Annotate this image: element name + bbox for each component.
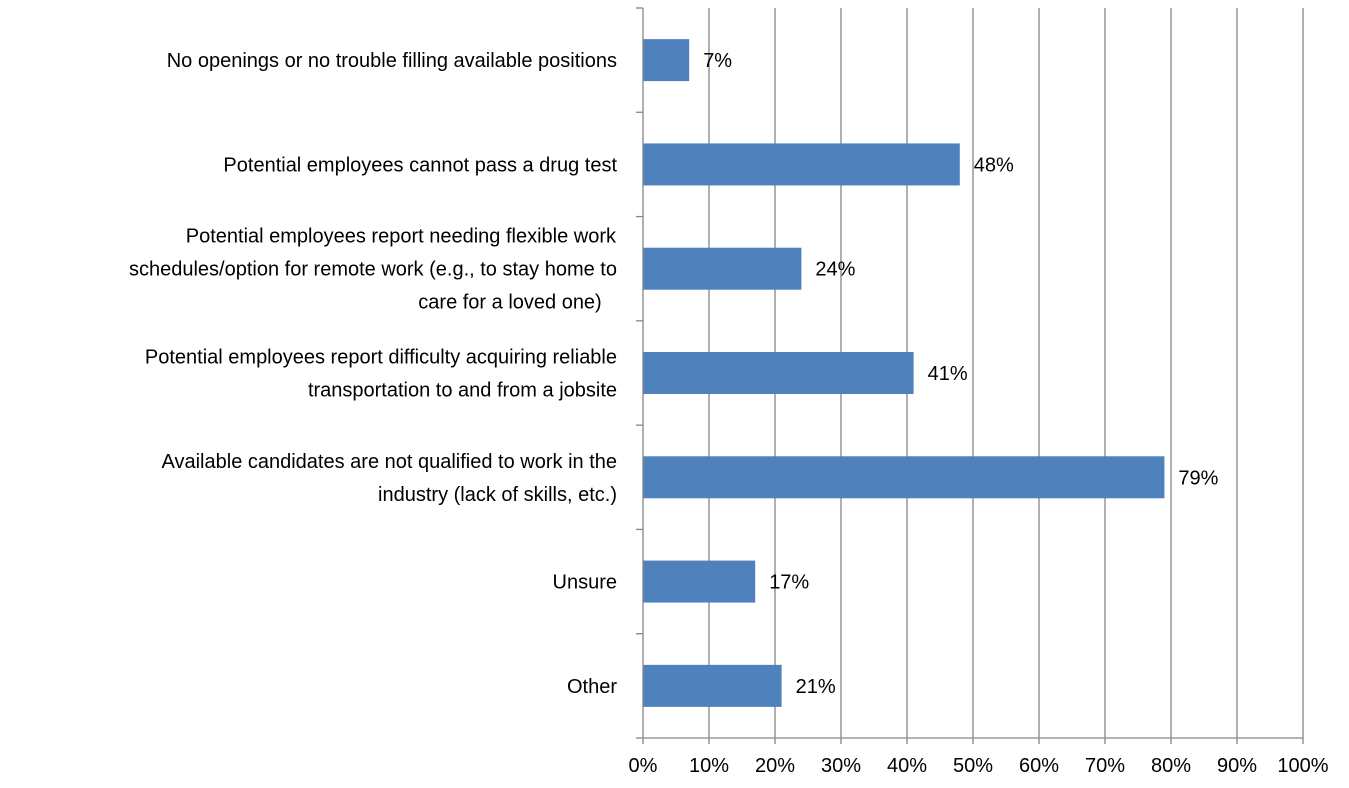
x-tick-label: 90% xyxy=(1217,755,1257,777)
bar xyxy=(643,39,690,82)
bar xyxy=(643,560,756,603)
bar xyxy=(643,143,960,186)
x-tick-label: 80% xyxy=(1151,755,1191,777)
labels: 0% 10% 20% 30% 40% 50% 60% 70% 80% 90% 100% 7% No op… xyxy=(129,50,1329,777)
category-label: Unsure xyxy=(553,572,617,594)
data-label: 17% xyxy=(769,572,809,594)
category-label: schedules/option for remote work (e.g., … xyxy=(129,259,617,281)
x-tick-label: 0% xyxy=(629,755,658,777)
x-tick-label: 10% xyxy=(689,755,729,777)
bar xyxy=(643,247,802,290)
category-label: transportation to and from a jobsite xyxy=(308,380,617,402)
x-tick-label: 60% xyxy=(1019,755,1059,777)
x-tick-label: 70% xyxy=(1085,755,1125,777)
data-label: 41% xyxy=(928,363,968,385)
category-label: Other xyxy=(567,676,617,698)
category-label: care for a loved one) xyxy=(418,292,601,314)
data-label: 79% xyxy=(1178,467,1218,489)
data-label: 7% xyxy=(703,50,732,72)
category-label: Available candidates are not qualified t… xyxy=(162,451,617,473)
bar xyxy=(643,664,782,707)
data-label: 48% xyxy=(974,154,1014,176)
x-tick-label: 50% xyxy=(953,755,993,777)
bar xyxy=(643,352,914,394)
x-tick-label: 20% xyxy=(755,755,795,777)
axes xyxy=(636,7,1304,744)
gridlines xyxy=(708,8,1304,738)
data-label: 21% xyxy=(796,676,836,698)
x-tick-label: 30% xyxy=(821,755,861,777)
data-label: 24% xyxy=(815,259,855,281)
category-label: Potential employees report needing flexi… xyxy=(186,226,617,248)
x-tick-label: 40% xyxy=(887,755,927,777)
category-label: industry (lack of skills, etc.) xyxy=(378,484,617,506)
category-label: No openings or no trouble filling availa… xyxy=(167,50,617,72)
bars xyxy=(643,39,1165,707)
bar xyxy=(643,456,1165,499)
x-tick-label: 100% xyxy=(1277,755,1328,777)
category-label: Potential employees cannot pass a drug t… xyxy=(223,154,617,176)
category-label: Potential employees report difficulty ac… xyxy=(145,347,617,369)
